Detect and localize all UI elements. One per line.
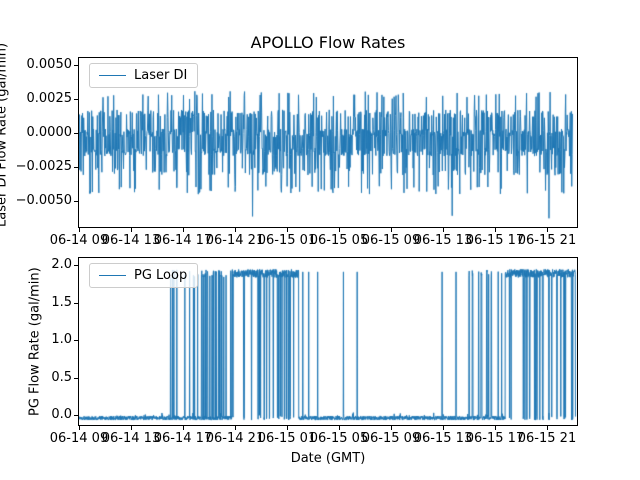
x-tick [495,228,496,232]
y-tick [74,378,78,379]
y-tick-label: 2.0 [51,257,72,272]
x-tick [183,228,184,232]
y-tick [74,201,78,202]
x-tick-label: 06-15 17 [465,233,525,248]
x-tick-label: 06-15 13 [413,431,473,446]
y-tick-label: 0.0025 [26,91,73,106]
x-tick [391,426,392,430]
x-tick [235,228,236,232]
x-tick [547,426,548,430]
x-tick [131,426,132,430]
y-tick-label: −0.0050 [15,193,72,208]
y-tick [74,265,78,266]
y-tick-label: −0.0025 [15,159,72,174]
chart-title: APOLLO Flow Rates [250,33,406,52]
x-tick [235,426,236,430]
x-axis-label: Date (GMT) [290,451,366,466]
x-tick-label: 06-14 21 [205,233,265,248]
y-tick [74,303,78,304]
x-tick [79,426,80,430]
y-tick-label: 0.0000 [26,125,73,140]
x-tick-label: 06-15 05 [309,431,369,446]
y-tick [74,99,78,100]
x-tick [547,228,548,232]
x-tick [339,426,340,430]
legend-pg-loop: PG Loop [89,263,199,288]
y-tick [74,340,78,341]
x-tick-label: 06-14 13 [101,233,161,248]
x-tick [443,426,444,430]
legend-line-sample-pg-loop [99,275,126,276]
axes-pg-loop: PG Loop [78,257,578,426]
x-tick-label: 06-14 17 [153,233,213,248]
y-tick [74,65,78,66]
legend-line-sample-laser-di [99,75,126,76]
x-tick-label: 06-14 09 [49,233,109,248]
x-tick [339,228,340,232]
x-tick-label: 06-15 17 [465,431,525,446]
x-tick-label: 06-14 21 [205,431,265,446]
x-tick-label: 06-14 13 [101,431,161,446]
x-tick-label: 06-15 01 [257,233,317,248]
x-tick [443,228,444,232]
x-tick [79,228,80,232]
x-tick [131,228,132,232]
x-tick-label: 06-15 09 [361,233,421,248]
y-tick-label: 0.0 [51,407,72,422]
x-tick [183,426,184,430]
x-tick-label: 06-15 13 [413,233,473,248]
y-tick [74,133,78,134]
y-tick-label: 0.5 [51,370,72,385]
x-tick [287,426,288,430]
x-tick-label: 06-15 01 [257,431,317,446]
x-tick-label: 06-14 17 [153,431,213,446]
y-tick-label: 1.0 [51,332,72,347]
legend-laser-di: Laser DI [89,63,199,88]
x-tick-label: 06-15 21 [517,431,577,446]
x-tick [495,426,496,430]
y-tick-label: 0.0050 [26,57,73,72]
y-tick [74,167,78,168]
legend-label-pg-loop: PG Loop [134,268,188,283]
y-tick [74,415,78,416]
x-tick [287,228,288,232]
x-tick-label: 06-15 21 [517,233,577,248]
x-tick [391,228,392,232]
axes-laser-di: Laser DI [78,57,578,228]
x-tick-label: 06-15 09 [361,431,421,446]
y-tick-label: 1.5 [51,295,72,310]
x-tick-label: 06-14 09 [49,431,109,446]
legend-label-laser-di: Laser DI [134,68,188,83]
x-tick-label: 06-15 05 [309,233,369,248]
